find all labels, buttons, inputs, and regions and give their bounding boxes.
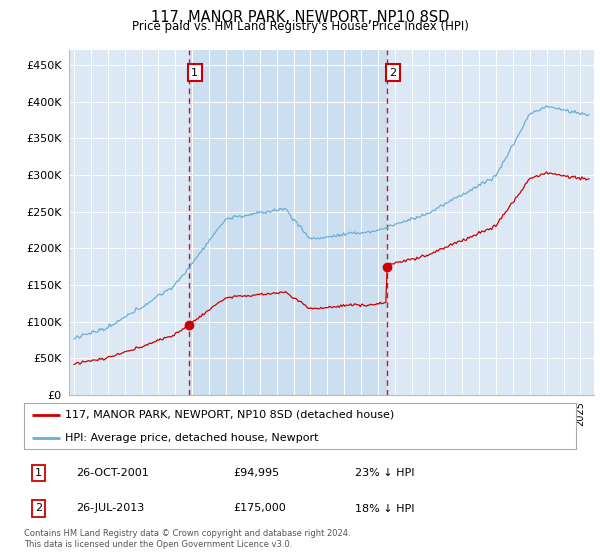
Text: 117, MANOR PARK, NEWPORT, NP10 8SD (detached house): 117, MANOR PARK, NEWPORT, NP10 8SD (deta… xyxy=(65,410,395,419)
Text: 26-OCT-2001: 26-OCT-2001 xyxy=(76,468,149,478)
Text: £94,995: £94,995 xyxy=(234,468,280,478)
Text: 2: 2 xyxy=(389,68,397,78)
Text: 2: 2 xyxy=(35,503,42,514)
Text: 26-JUL-2013: 26-JUL-2013 xyxy=(76,503,145,514)
Text: 23% ↓ HPI: 23% ↓ HPI xyxy=(355,468,415,478)
Text: 18% ↓ HPI: 18% ↓ HPI xyxy=(355,503,415,514)
Text: Contains HM Land Registry data © Crown copyright and database right 2024.
This d: Contains HM Land Registry data © Crown c… xyxy=(24,529,350,549)
Text: 117, MANOR PARK, NEWPORT, NP10 8SD: 117, MANOR PARK, NEWPORT, NP10 8SD xyxy=(151,10,449,25)
Text: HPI: Average price, detached house, Newport: HPI: Average price, detached house, Newp… xyxy=(65,433,319,442)
Text: £175,000: £175,000 xyxy=(234,503,287,514)
Text: 1: 1 xyxy=(191,68,198,78)
Text: Price paid vs. HM Land Registry's House Price Index (HPI): Price paid vs. HM Land Registry's House … xyxy=(131,20,469,33)
Bar xyxy=(189,50,387,395)
Text: 1: 1 xyxy=(35,468,42,478)
